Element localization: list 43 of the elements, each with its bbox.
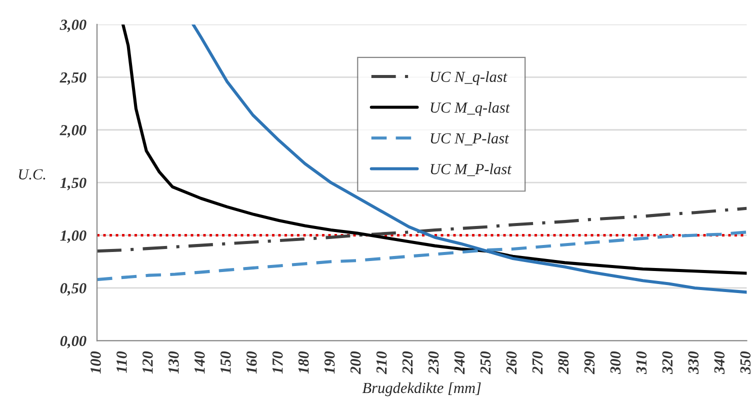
x-tick-label: 340 [714,351,725,374]
y-tick-label: 2,50 [60,72,86,85]
x-axis-title: Brugdekdikte [mm] [362,382,481,396]
line-series [192,24,747,294]
legend-label: UC M_P-last [430,164,512,176]
x-tick-label: 120 [142,351,153,374]
y-axis-title: U.C. [19,169,46,180]
x-tick-label: 180 [298,351,309,374]
x-tick-label: 160 [246,351,257,374]
x-tick-label: 170 [272,351,283,374]
x-tick-label: 210 [376,351,387,374]
x-tick-label: 280 [558,351,569,374]
x-tick-label: 230 [428,351,439,374]
x-tick-label: 240 [454,351,465,374]
legend-label: UC N_q-last [430,71,508,86]
line-series [97,206,747,253]
x-tick-label: 320 [662,351,673,374]
x-tick-label: 110 [116,351,127,373]
y-tick-label: 3,00 [60,20,86,32]
y-tick-label: 1,00 [60,230,86,243]
x-tick-label: 310 [636,351,647,374]
y-tick-label: 0,50 [60,283,86,296]
legend-label: UC N_P-last [430,132,510,146]
x-tick-label: 330 [688,351,699,374]
x-tick-label: 350 [740,351,751,374]
legend-label: UC M_q-last [430,102,510,116]
x-tick-label: 100 [90,351,101,374]
x-tick-label: 290 [584,351,595,374]
y-tick-label: 0,00 [60,336,86,348]
x-tick-label: 270 [532,351,543,374]
y-tick-label: 1,50 [60,178,86,190]
x-tick-label: 260 [506,351,517,374]
x-tick-label: 190 [324,351,335,374]
line-series [121,24,747,275]
line-series [97,230,747,282]
x-tick-label: 130 [168,351,179,374]
x-tick-label: 300 [610,351,621,374]
y-tick-label: 2,00 [60,125,86,138]
x-tick-label: 140 [194,351,205,374]
x-tick-label: 250 [480,351,491,374]
x-tick-label: 220 [402,351,413,374]
x-tick-label: 200 [350,351,361,374]
x-tick-label: 150 [220,351,231,374]
